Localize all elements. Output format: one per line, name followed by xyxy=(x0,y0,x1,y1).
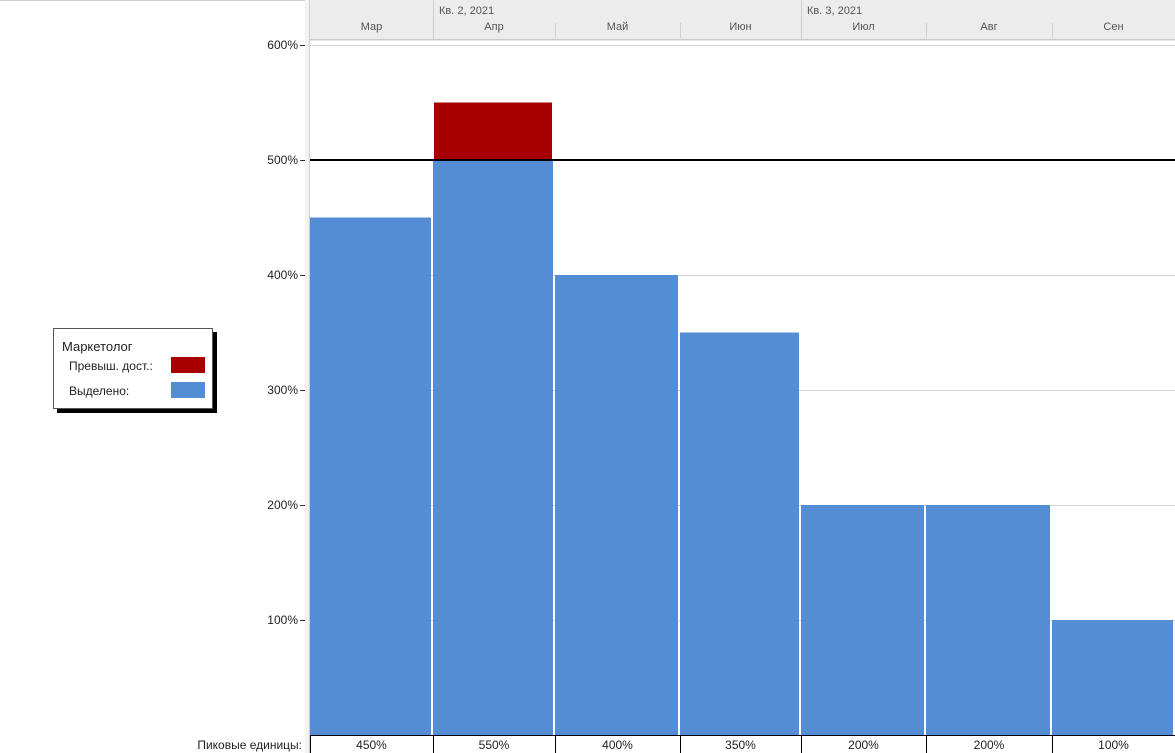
left-pane-top-border xyxy=(0,0,305,1)
timescale-month-label: Апр xyxy=(484,21,504,33)
chart-legend: Маркетолог Превыш. дост.: Выделено: xyxy=(53,328,213,409)
y-tick-label: 300% xyxy=(267,383,298,397)
timescale-month-divider xyxy=(1052,23,1053,38)
peak-units-value: 400% xyxy=(602,738,633,752)
bar-allocated xyxy=(1052,620,1173,735)
y-tick-label: 400% xyxy=(267,268,298,282)
timescale-month-divider xyxy=(926,23,927,38)
bar-allocated xyxy=(926,505,1050,735)
peak-units-value: 350% xyxy=(725,738,756,752)
bar-allocated xyxy=(310,217,431,735)
legend-title: Маркетолог xyxy=(62,339,133,354)
legend-swatch-allocated xyxy=(171,382,205,398)
peak-units-row-label: Пиковые единицы: xyxy=(197,738,302,752)
timescale-quarter-label: Кв. 3, 2021 xyxy=(807,5,863,17)
bar-allocated xyxy=(433,160,553,735)
timescale-month-label: Май xyxy=(606,21,629,33)
peak-units-value: 550% xyxy=(479,738,510,752)
y-tick-label: 200% xyxy=(267,498,298,512)
timescale-month-label: Авг xyxy=(980,21,998,33)
y-tick-label: 600% xyxy=(267,38,298,52)
bar-allocated xyxy=(801,505,924,735)
timescale-quarter-divider xyxy=(801,0,802,39)
y-tick-label: 500% xyxy=(267,153,298,167)
timescale-month-label: Июл xyxy=(852,21,875,33)
peak-units-value: 200% xyxy=(974,738,1005,752)
bar-allocated xyxy=(680,332,799,735)
bar-overallocated xyxy=(434,102,552,160)
pane-splitter[interactable] xyxy=(305,0,310,753)
legend-swatch-overallocated xyxy=(171,357,205,373)
peak-units-value: 100% xyxy=(1098,738,1129,752)
timescale-quarter-divider xyxy=(433,0,434,39)
timescale-month-label: Сен xyxy=(1103,21,1124,33)
timescale-month-divider xyxy=(555,23,556,38)
peak-units-value: 200% xyxy=(848,738,879,752)
legend-label-allocated: Выделено: xyxy=(69,384,130,398)
bar-allocated xyxy=(555,275,678,735)
timescale-quarter-label: Кв. 2, 2021 xyxy=(439,5,495,17)
timescale-month-divider xyxy=(680,23,681,38)
legend-label-overallocated: Превыш. дост.: xyxy=(69,359,153,373)
timescale-month-label: Июн xyxy=(729,21,752,33)
timescale-month-label: Мар xyxy=(360,21,383,33)
y-tick-label: 100% xyxy=(267,613,298,627)
timescale-header: Мар Апр Май Июн Июл Авг Сен Кв. 2, 2021 Кв. 3, 2… xyxy=(310,0,1175,40)
peak-units-value: 450% xyxy=(356,738,387,752)
